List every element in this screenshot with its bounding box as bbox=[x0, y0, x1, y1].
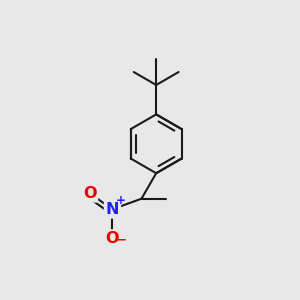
Text: O: O bbox=[106, 231, 119, 246]
Text: N: N bbox=[106, 202, 119, 217]
Text: +: + bbox=[116, 194, 126, 207]
Text: O: O bbox=[83, 186, 96, 201]
Text: −: − bbox=[116, 234, 127, 247]
